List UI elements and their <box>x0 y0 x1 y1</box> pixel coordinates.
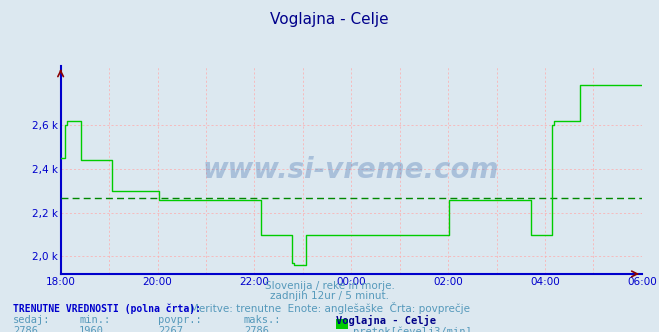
Text: Voglajna - Celje: Voglajna - Celje <box>270 12 389 27</box>
Text: maks.:: maks.: <box>244 315 281 325</box>
Text: pretok[čevelj3/min]: pretok[čevelj3/min] <box>353 326 471 332</box>
Text: Voglajna - Celje: Voglajna - Celje <box>336 315 436 326</box>
Text: povpr.:: povpr.: <box>158 315 202 325</box>
Text: Meritve: trenutne  Enote: anglešaške  Črta: povprečje: Meritve: trenutne Enote: anglešaške Črta… <box>190 302 469 314</box>
Text: TRENUTNE VREDNOSTI (polna črta):: TRENUTNE VREDNOSTI (polna črta): <box>13 304 201 314</box>
Text: 2786: 2786 <box>244 326 269 332</box>
Text: 2786: 2786 <box>13 326 38 332</box>
Text: zadnjih 12ur / 5 minut.: zadnjih 12ur / 5 minut. <box>270 291 389 301</box>
Text: sedaj:: sedaj: <box>13 315 51 325</box>
Text: www.si-vreme.com: www.si-vreme.com <box>203 156 500 184</box>
Text: min.:: min.: <box>79 315 110 325</box>
Text: Slovenija / reke in morje.: Slovenija / reke in morje. <box>264 281 395 290</box>
Text: 1960: 1960 <box>79 326 104 332</box>
Text: 2267: 2267 <box>158 326 183 332</box>
